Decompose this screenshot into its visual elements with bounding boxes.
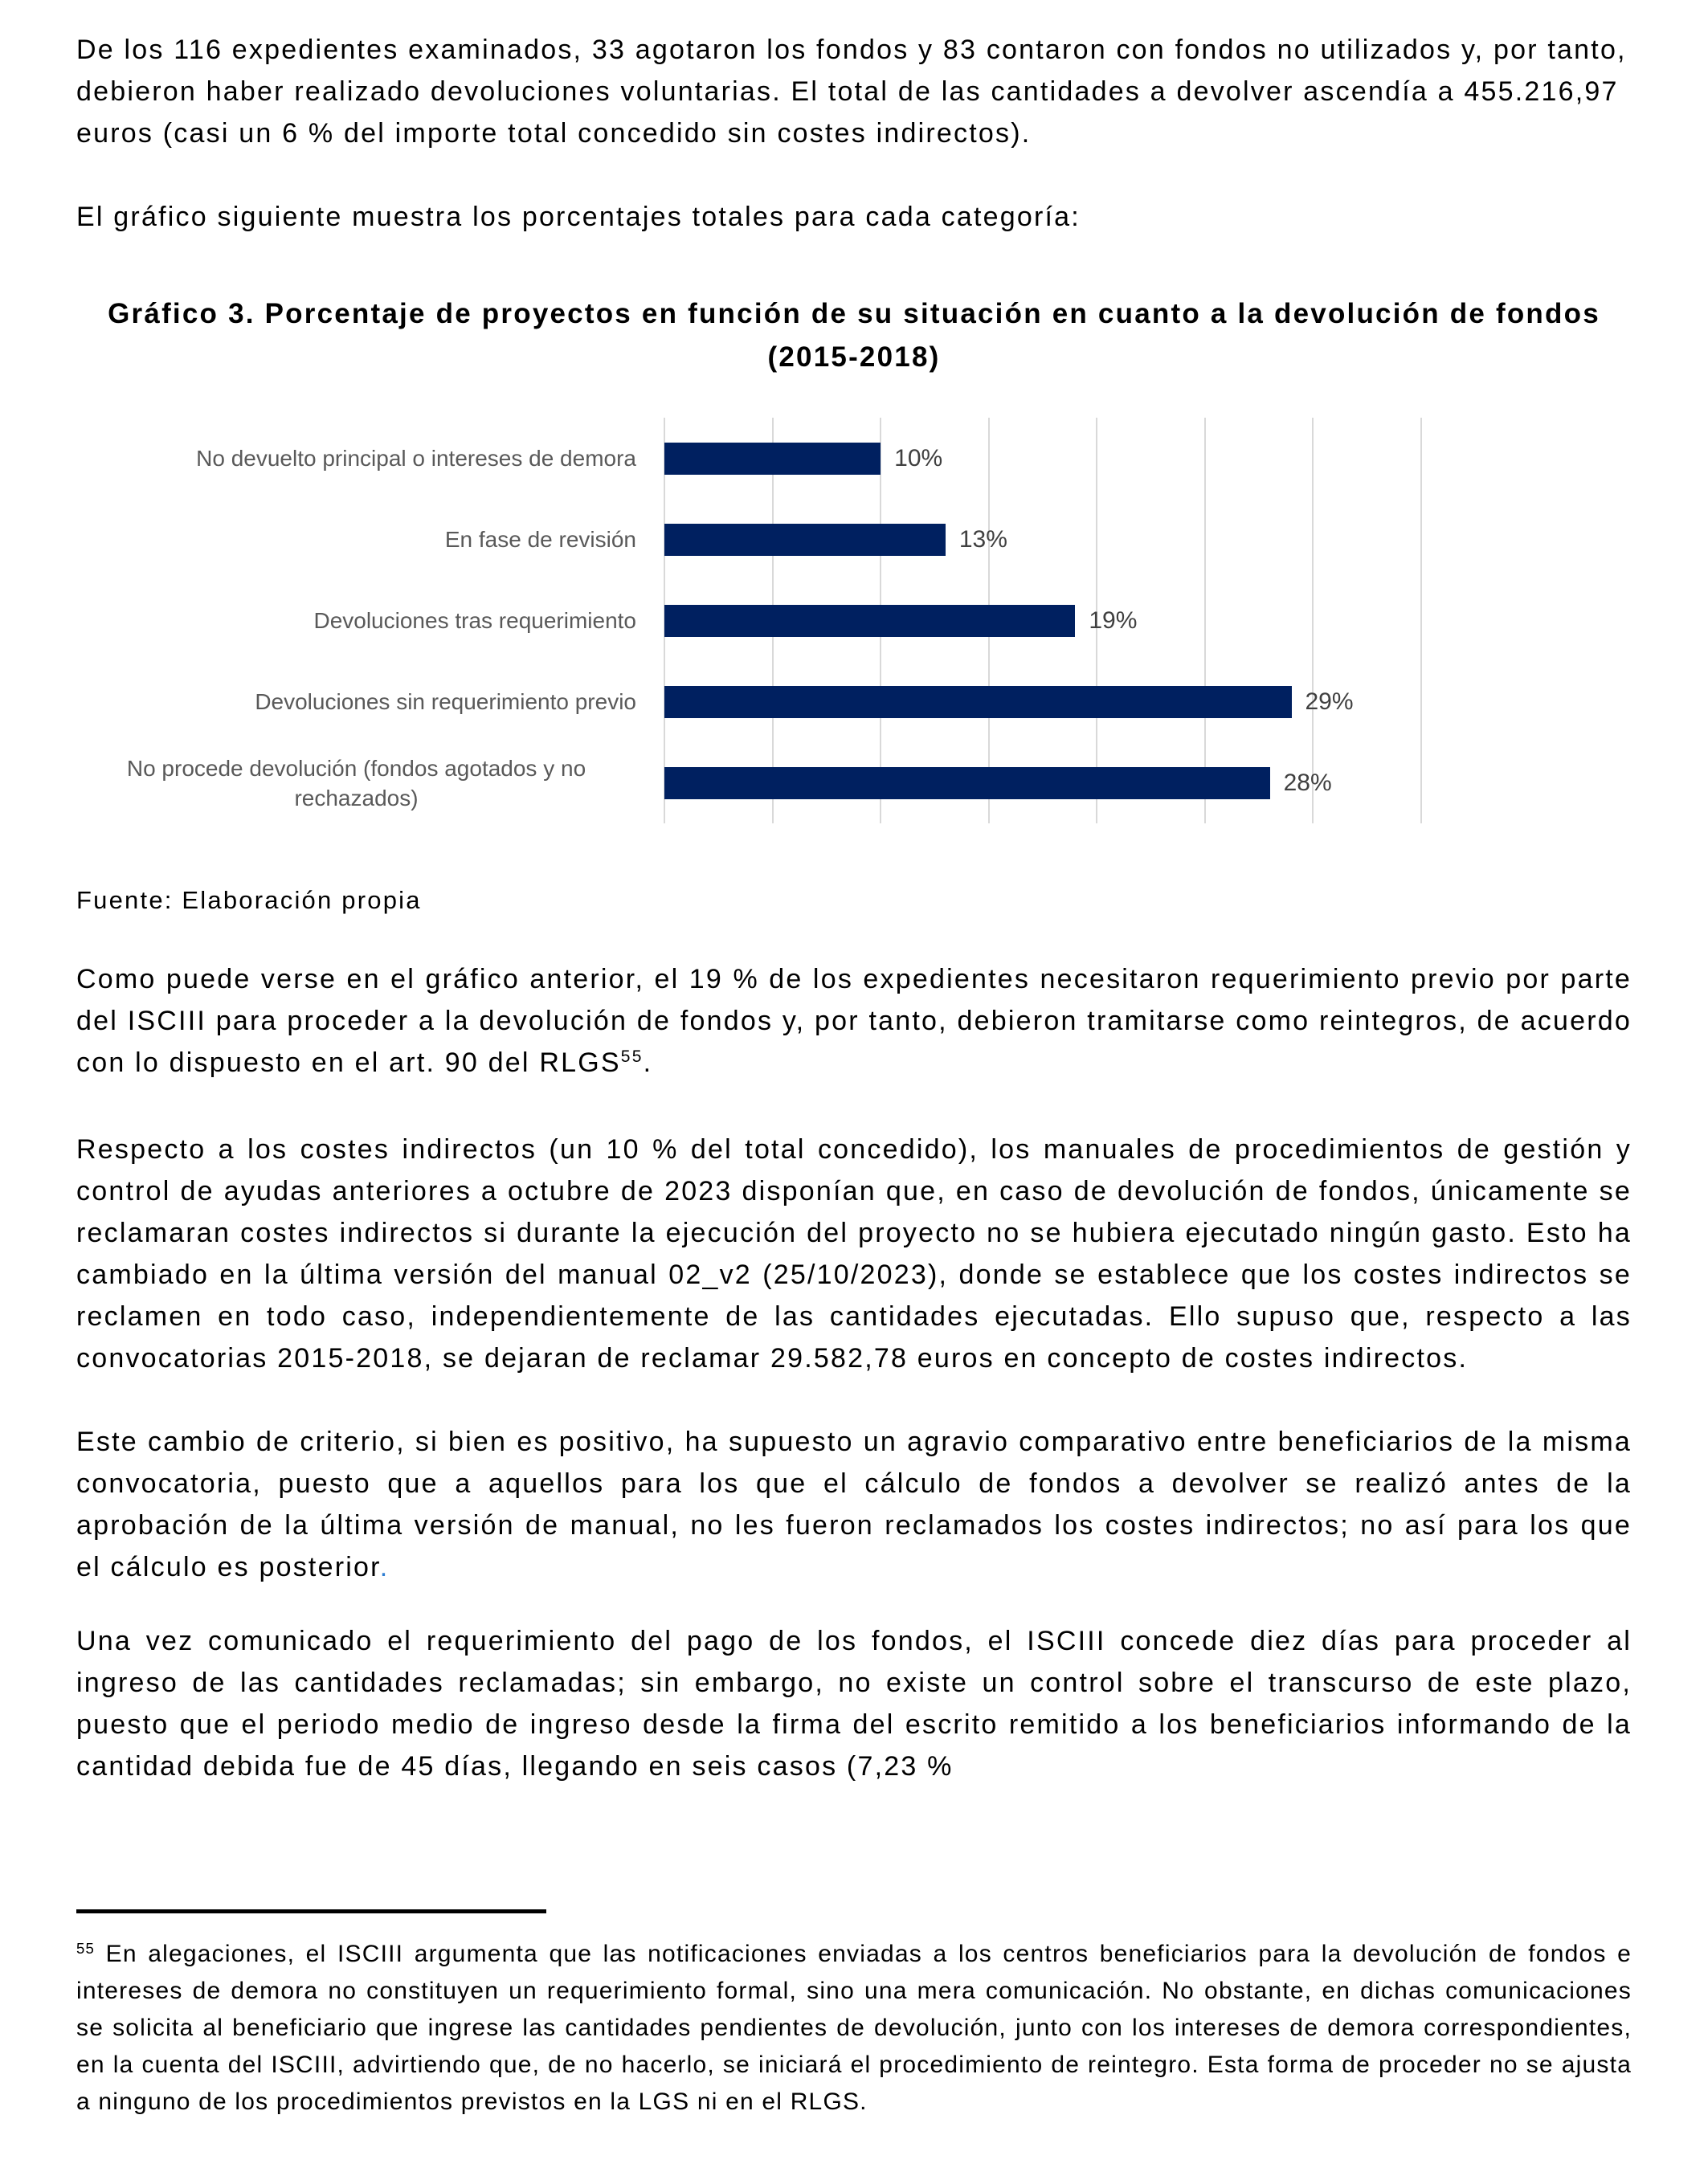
- chart-row: Devoluciones tras requerimiento 19%: [76, 580, 1632, 661]
- footnote: 55 En alegaciones, el ISCIII argumenta q…: [76, 1936, 1632, 2121]
- deadline-paragraph: Una vez comunicado el requerimiento del …: [76, 1626, 1632, 1782]
- chart-bar: [664, 604, 1076, 637]
- chart-bar: [664, 766, 1270, 799]
- footnote-body: En alegaciones, el ISCIII argumenta que …: [76, 1941, 1632, 2115]
- chart-bar-track: 29%: [664, 661, 1421, 742]
- chart-category-label: En fase de revisión: [444, 527, 636, 552]
- chart-value-label: 13%: [958, 525, 1007, 553]
- lead-in-paragraph: El gráfico siguiente muestra los porcent…: [76, 202, 1081, 232]
- indirect-costs-paragraph: Respecto a los costes indirectos (un 10 …: [76, 1134, 1632, 1374]
- chart-bar: [664, 685, 1292, 718]
- chart-gridline: [1312, 418, 1314, 823]
- chart-bar-track: 19%: [664, 580, 1421, 661]
- chart-bar-track: 10%: [664, 418, 1421, 499]
- chart-value-label: 10%: [894, 444, 943, 472]
- criterion-change-text: Este cambio de criterio, si bien es posi…: [76, 1427, 1632, 1582]
- chart-bar-track: 28%: [664, 742, 1421, 823]
- chart-row: No devuelto principal o intereses de dem…: [76, 418, 1632, 499]
- chart-value-label: 28%: [1283, 769, 1332, 796]
- chart-gridline: [1096, 418, 1098, 823]
- chart-value-label: 19%: [1089, 606, 1138, 634]
- source-note: Fuente: Elaboración propia: [76, 886, 422, 914]
- chart-gridline: [1420, 418, 1422, 823]
- chart-bar-track: 13%: [664, 499, 1421, 580]
- chart-row: Devoluciones sin requerimiento previo 29%: [76, 661, 1632, 742]
- criterion-change-paragraph: Este cambio de criterio, si bien es posi…: [76, 1421, 1632, 1588]
- chart-rows: No devuelto principal o intereses de dem…: [76, 418, 1632, 823]
- chart-bar: [664, 523, 946, 556]
- chart-row: En fase de revisión 13%: [76, 499, 1632, 580]
- chart-title: Gráfico 3. Porcentaje de proyectos en fu…: [108, 298, 1600, 373]
- analysis-paragraph: Como puede verse en el gráfico anterior,…: [76, 958, 1632, 1084]
- blue-period: .: [379, 1552, 390, 1582]
- chart-gridline: [1203, 418, 1206, 823]
- chart-row: No procede devolución (fondos agotados y…: [76, 742, 1632, 823]
- chart-value-label: 29%: [1305, 688, 1354, 715]
- footnote-marker: 55: [76, 1939, 96, 1957]
- intro-paragraph: De los 116 expedientes examinados, 33 ag…: [76, 35, 1627, 149]
- chart-category-label: Devoluciones sin requerimiento previo: [255, 689, 636, 714]
- analysis-text: Como puede verse en el gráfico anterior,…: [76, 964, 1632, 1078]
- footnote-reference: 55: [620, 1047, 644, 1067]
- footnote-separator: [76, 1909, 546, 1913]
- analysis-period: .: [643, 1047, 653, 1078]
- chart-category-label: Devoluciones tras requerimiento: [313, 608, 636, 633]
- chart-category-label: No procede devolución (fondos agotados y…: [126, 755, 586, 810]
- chart-bar: [664, 442, 881, 475]
- chart-category-label: No devuelto principal o intereses de dem…: [196, 446, 636, 471]
- bar-chart: No devuelto principal o intereses de dem…: [76, 418, 1632, 823]
